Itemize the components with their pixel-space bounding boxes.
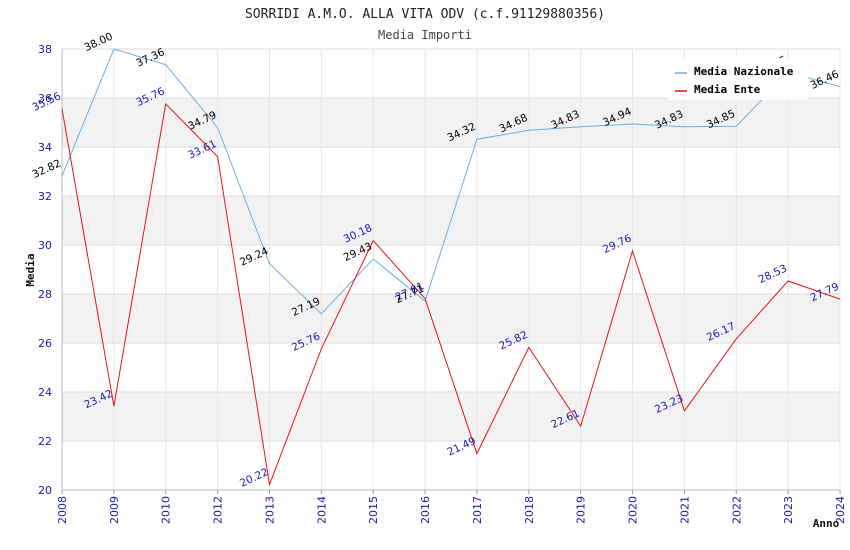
data-label-nazionale: 37.36 <box>134 46 167 70</box>
x-tick-label: 2018 <box>523 496 536 524</box>
data-label-ente: 20.22 <box>238 466 270 490</box>
chart-subtitle: Media Importi <box>378 28 472 42</box>
x-tick-label: 2017 <box>471 496 484 524</box>
x-tick-label: 2013 <box>263 496 276 524</box>
data-label-nazionale: 38.00 <box>82 30 114 54</box>
series-line-ente <box>61 102 841 487</box>
x-tick-label: 2020 <box>627 496 640 524</box>
x-tick-label: 2023 <box>782 496 795 524</box>
data-label-nazionale: 36.46 <box>809 68 842 92</box>
y-tick-label: 32 <box>38 190 52 203</box>
y-tick-label: 30 <box>38 239 52 252</box>
plot-band <box>62 392 840 441</box>
x-tick-label: 2024 <box>834 496 847 524</box>
y-tick-label: 22 <box>38 435 52 448</box>
y-tick-label: 34 <box>38 141 52 154</box>
legend-label-ente: Media Ente <box>694 83 761 96</box>
y-tick-label: 38 <box>38 43 52 56</box>
x-tick-label: 2008 <box>56 496 69 524</box>
data-label-nazionale: 32.82 <box>31 157 63 181</box>
x-tick-label: 2022 <box>730 496 743 524</box>
x-tick-label: 2010 <box>160 496 173 524</box>
gridlines <box>61 48 841 491</box>
legend-box <box>668 58 808 100</box>
y-tick-label: 36 <box>38 92 52 105</box>
plot-band <box>62 294 840 343</box>
x-tick-label: 2009 <box>108 496 121 524</box>
y-tick-label: 20 <box>38 484 52 497</box>
x-tick-label: 2019 <box>575 496 588 524</box>
y-tick-label: 26 <box>38 337 52 350</box>
y-tick-label: 28 <box>38 288 52 301</box>
x-tick-label: 2012 <box>212 496 225 524</box>
data-label-ente: 28.53 <box>757 263 789 287</box>
x-tick-label: 2015 <box>367 496 380 524</box>
plot-bands <box>62 98 840 441</box>
x-tick-label: 2021 <box>678 496 691 524</box>
series-line-nazionale <box>61 48 841 315</box>
x-tick-label: 2016 <box>419 496 432 524</box>
axes <box>61 49 841 494</box>
y-axis-title: Media <box>24 253 37 286</box>
series-lines <box>61 48 841 487</box>
data-label-nazionale: 29.24 <box>238 245 271 269</box>
legend: Media Nazionale Media Ente <box>668 58 808 100</box>
legend-label-nazionale: Media Nazionale <box>694 65 794 78</box>
x-tick-label: 2014 <box>315 496 328 524</box>
x-axis-title: Anno <box>813 517 840 530</box>
plot-band <box>62 98 840 147</box>
y-tick-label: 24 <box>38 386 52 399</box>
chart-title: SORRIDI A.M.O. ALLA VITA ODV (c.f.911298… <box>245 7 605 22</box>
